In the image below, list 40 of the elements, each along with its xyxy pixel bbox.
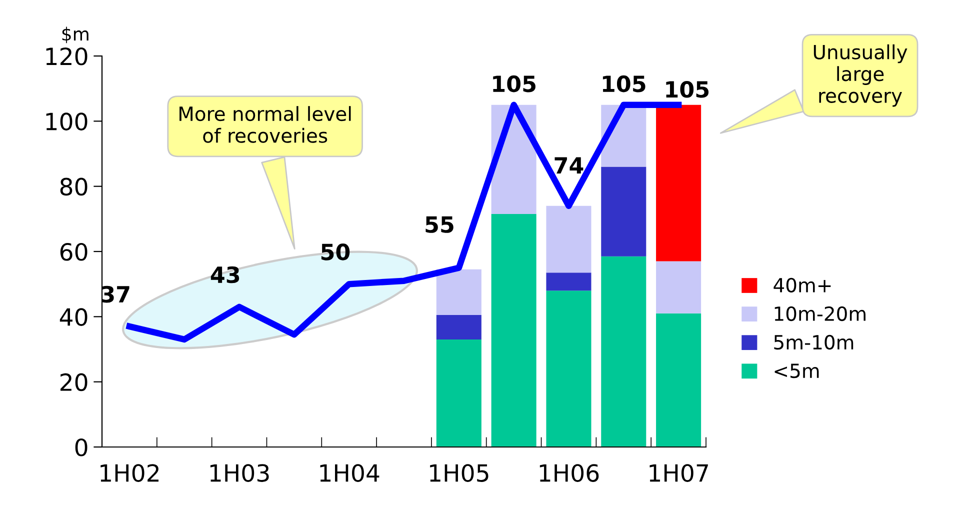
bar xyxy=(436,269,482,316)
y-tick-label: 120 xyxy=(46,47,88,66)
bar xyxy=(546,206,592,273)
y-tick-label: 60 xyxy=(60,242,88,261)
data-label: 74 xyxy=(554,157,584,174)
y-tick-label: 80 xyxy=(60,178,88,196)
x-tick-label: 1H06 xyxy=(540,464,599,482)
text: Unusually large recovery xyxy=(814,44,908,107)
bar xyxy=(546,290,592,447)
annotation: More normal level of recoveries xyxy=(180,106,351,143)
data-label: 105 xyxy=(493,75,536,92)
bar xyxy=(601,256,646,447)
x-tick-label: 1H04 xyxy=(320,464,380,482)
bar xyxy=(656,104,702,262)
bar xyxy=(656,261,702,314)
y-tick-label: 100 xyxy=(46,112,88,130)
y-tick-label: 40 xyxy=(60,308,88,326)
legend-label: 40m+ xyxy=(774,278,831,293)
bar xyxy=(546,272,592,291)
bar xyxy=(601,166,646,256)
bar xyxy=(656,313,702,447)
bar xyxy=(491,214,536,447)
legend-label: 5m-10m xyxy=(774,334,854,350)
bar xyxy=(436,315,482,340)
x-tick-label: 1H03 xyxy=(210,464,269,482)
data-label: 105 xyxy=(602,75,646,92)
bar xyxy=(436,339,482,447)
x-tick-label: 1H05 xyxy=(430,464,488,482)
data-label: 37 xyxy=(102,286,130,303)
x-tick-label: 1H02 xyxy=(100,464,158,482)
data-label: 50 xyxy=(321,244,350,260)
y-axis-title: $m xyxy=(62,26,88,44)
data-label: 105 xyxy=(666,80,709,98)
legend-label: 10m-20m xyxy=(774,306,866,322)
y-tick-label: 20 xyxy=(60,373,88,392)
data-label: 55 xyxy=(426,216,454,233)
y-tick-label: 0 xyxy=(75,438,88,456)
legend-label: <5m xyxy=(774,364,819,378)
data-label: 43 xyxy=(210,266,240,284)
x-tick-label: 1H07 xyxy=(650,464,708,482)
